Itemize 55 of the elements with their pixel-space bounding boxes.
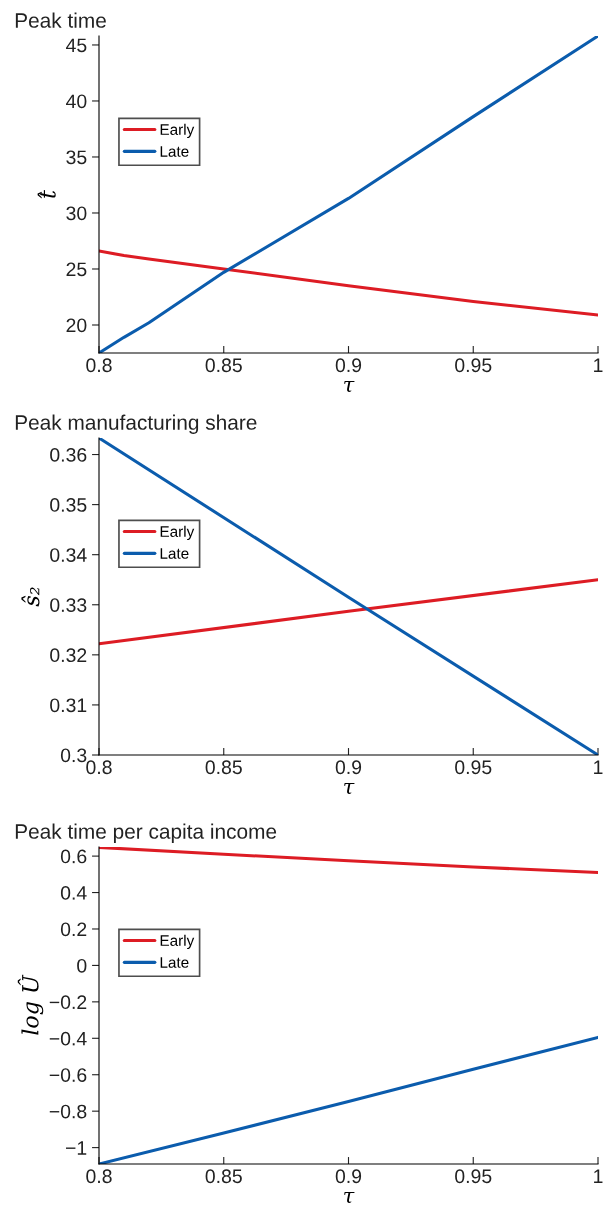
y-tick-label: 0.35 [50,498,87,512]
line-series [99,249,598,317]
x-tick-label: 0.9 [335,358,362,373]
y-tick-label: 25 [66,262,87,277]
y-tick-label: −0.4 [49,1031,87,1046]
y-tick-label: 0.4 [60,886,87,900]
y-tick-label: 0.31 [50,698,87,713]
y-tick-label: 0.34 [50,548,87,562]
y-tick-label: 20 [66,318,87,333]
line-series [99,847,598,875]
y-tick-label: 35 [66,150,87,165]
legend-label: Early [160,123,195,139]
line-series [99,36,598,353]
y-axis-title: ŝ₂ [21,587,40,607]
y-tick-label: 45 [66,38,87,53]
x-axis-title: τ [344,381,355,392]
y-axis-title: t̂ [37,190,56,199]
x-tick-label: 0.85 [205,1169,242,1184]
legend-label: Late [160,146,189,157]
x-tick-label: 1 [594,358,603,372]
y-tick-label: −0.2 [49,995,87,1010]
x-axis-title: τ [344,783,355,794]
chart-title: Peak time per capita income [15,823,277,843]
y-tick-label: 0.2 [60,922,87,937]
y-tick-label: 0.33 [50,598,87,612]
y-tick-label: −0.8 [49,1104,87,1119]
legend-label: Early [160,525,195,541]
x-tick-label: 0.8 [86,358,112,373]
y-tick-label: 0.32 [50,648,87,663]
y-tick-label: −0.6 [49,1068,87,1082]
y-tick-label: 0.36 [50,447,87,462]
y-tick-label: 0.3 [60,748,87,763]
x-tick-label: 0.85 [205,760,242,775]
y-tick-label: 30 [66,206,87,221]
x-tick-label: 0.8 [86,1169,112,1184]
x-tick-label: 0.9 [335,760,362,775]
x-axis-title: τ [344,1192,355,1203]
x-tick-label: 1 [594,1169,603,1183]
x-tick-label: 0.8 [86,760,112,775]
legend-label: Late [160,957,189,968]
x-tick-label: 1 [594,760,603,774]
x-tick-label: 0.85 [205,358,242,373]
x-tick-label: 0.9 [335,1169,362,1184]
x-tick-label: 0.95 [455,358,492,373]
y-tick-label: 0.6 [60,849,87,864]
x-tick-label: 0.95 [455,1169,492,1184]
y-tick-label: −1 [65,1141,87,1155]
y-tick-label: 40 [66,94,87,109]
y-tick-label: 0 [77,958,87,973]
x-tick-label: 0.95 [455,760,492,775]
chart-title: Peak manufacturing share [15,414,257,434]
y-axis-title: log Û [17,974,44,1035]
chart-title: Peak time [15,12,106,28]
legend-label: Early [160,934,195,950]
legend-label: Late [160,548,189,559]
